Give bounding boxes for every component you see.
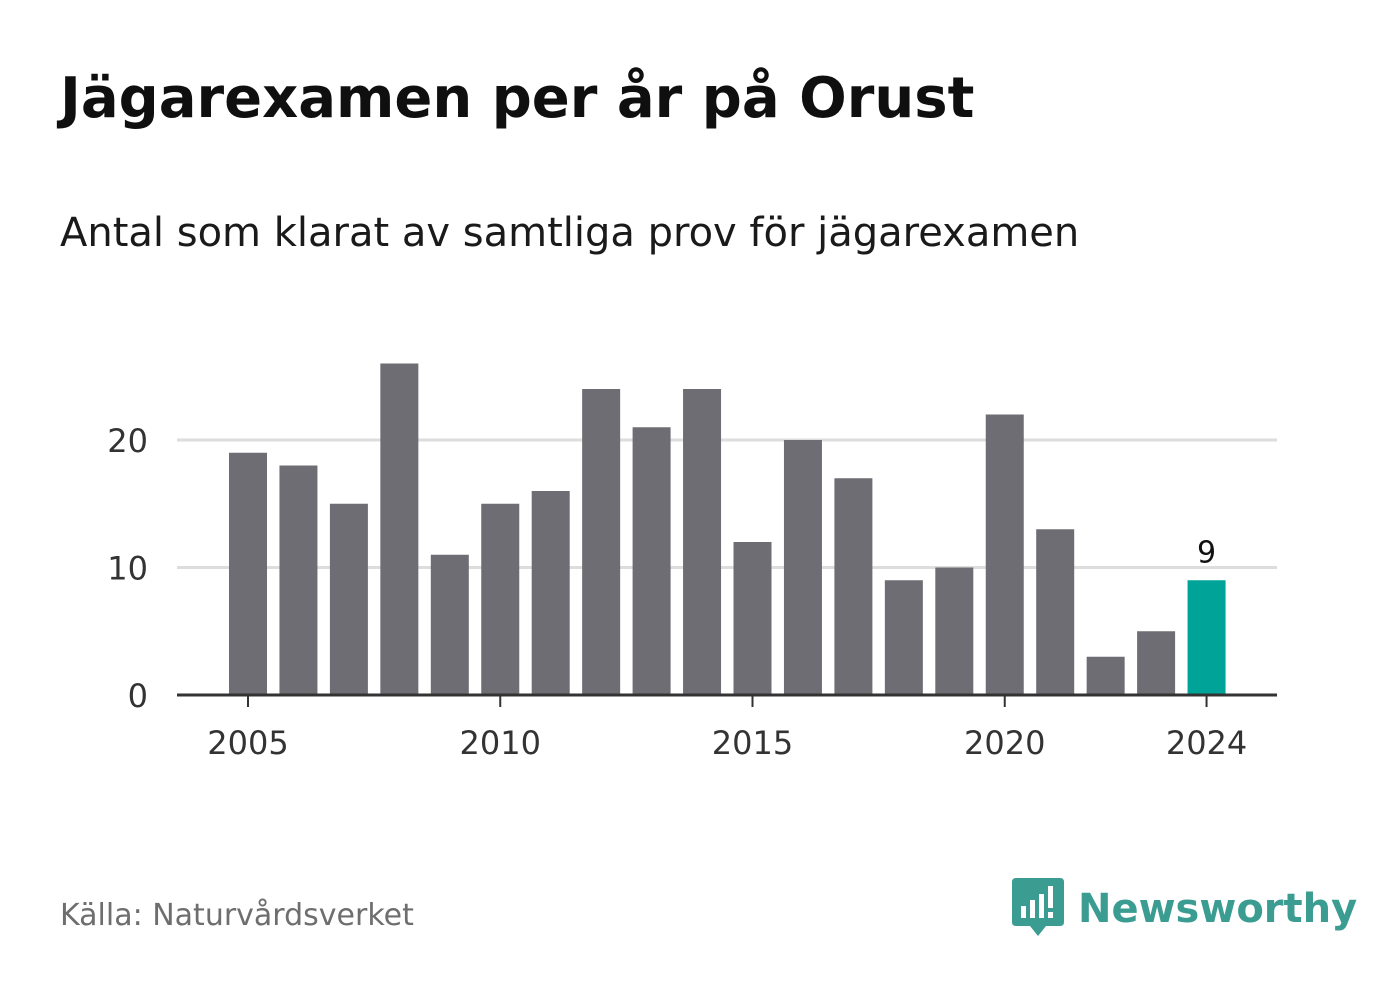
bars bbox=[229, 363, 1226, 695]
newsworthy-logo-icon bbox=[1012, 878, 1064, 936]
y-tick-label: 10 bbox=[107, 550, 148, 588]
brand-name: Newsworthy bbox=[1078, 886, 1358, 932]
x-axis: 2005 2010 2015 2020 2024 bbox=[177, 693, 1277, 762]
bar bbox=[683, 389, 722, 695]
data-labels: 9 bbox=[1197, 535, 1216, 570]
y-tick-label: 0 bbox=[128, 677, 148, 715]
x-tick-label: 2020 bbox=[964, 724, 1045, 762]
chart-subtitle: Antal som klarat av samtliga prov för jä… bbox=[60, 210, 1080, 256]
bar bbox=[985, 414, 1024, 695]
source-note: Källa: Naturvårdsverket bbox=[60, 898, 414, 933]
chart-title: Jägarexamen per år på Orust bbox=[60, 66, 975, 131]
bar bbox=[1187, 580, 1226, 695]
data-label: 9 bbox=[1197, 535, 1216, 570]
bar bbox=[430, 554, 469, 695]
bar bbox=[279, 465, 318, 695]
y-axis-ticks: 0 10 20 bbox=[107, 422, 148, 715]
brand: Newsworthy bbox=[1012, 878, 1357, 940]
x-tick-label: 2015 bbox=[712, 724, 793, 762]
bar bbox=[481, 503, 520, 695]
y-tick-label: 20 bbox=[107, 422, 148, 460]
bar bbox=[935, 567, 974, 695]
bar bbox=[229, 452, 267, 695]
x-tick-label: 2010 bbox=[460, 724, 541, 762]
bar bbox=[733, 542, 772, 695]
bar bbox=[834, 478, 873, 695]
bar bbox=[1036, 529, 1075, 695]
x-tick-label: 2024 bbox=[1166, 724, 1247, 762]
bar bbox=[884, 580, 923, 695]
x-tick-label: 2005 bbox=[207, 724, 288, 762]
bar bbox=[783, 440, 822, 695]
bar bbox=[329, 503, 368, 695]
bar bbox=[582, 389, 621, 695]
bar bbox=[380, 363, 419, 695]
bar bbox=[531, 491, 570, 695]
bar bbox=[632, 427, 671, 695]
bar bbox=[1086, 656, 1125, 695]
bar bbox=[1137, 631, 1176, 695]
